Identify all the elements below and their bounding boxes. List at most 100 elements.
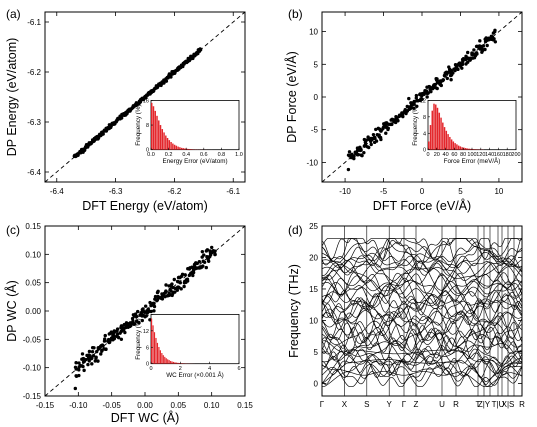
a-data-point (101, 132, 105, 136)
b-data-point (407, 96, 411, 101)
panel-d-y-axis-label: Frequency (THz) (287, 264, 301, 358)
c-x-tick-label: 0.10 (204, 401, 220, 410)
phonon-band-line (321, 281, 523, 308)
d-y-tick-label: 25 (309, 222, 318, 231)
c-inset-bar (164, 356, 166, 364)
c-inset-bar (153, 332, 156, 364)
c-data-point (74, 360, 78, 365)
a-inset-bar (158, 120, 160, 150)
d-x-tick-label: Z (414, 400, 419, 409)
b-data-point (378, 128, 383, 133)
c-data-point (116, 335, 121, 340)
b-data-point (493, 40, 498, 44)
phonon-band-line (321, 249, 523, 276)
panel-c-y-axis-label: DP WC (Å) (4, 280, 19, 342)
c-data-point (73, 386, 78, 391)
b-data-point (426, 91, 430, 95)
c-data-point (204, 265, 208, 270)
b-inset-bar (442, 122, 444, 150)
a-inset-x-tick-label: 1.0 (235, 152, 243, 158)
c-inset-bar (156, 342, 159, 364)
phonon-band-line (321, 310, 523, 346)
c-data-point (201, 264, 205, 268)
b-data-point (460, 57, 465, 62)
b-inset-bar (466, 148, 469, 150)
c-inset-y-tick-label: 0 (146, 362, 149, 368)
c-data-point (87, 359, 91, 363)
phonon-band-line (321, 359, 523, 377)
a-inset-bar (152, 106, 155, 150)
c-data-point (197, 260, 202, 264)
phonon-band-line (321, 292, 523, 314)
panel-a-x-axis-label: DFT Energy (eV/atom) (82, 199, 208, 213)
panel-c-inset-histogram: 0 2 4 6 0 6 12 18 WC Error (×0.001 Å) Frequency (… (135, 312, 241, 379)
c-y-tick-label: 0.10 (25, 250, 41, 259)
b-y-tick-label: 5 (314, 60, 319, 69)
c-x-tick-label: -0.15 (36, 401, 55, 410)
d-x-tick-label: X (342, 400, 348, 409)
b-data-point (460, 66, 464, 70)
a-inset-bar (182, 148, 185, 150)
phonon-band-line (321, 274, 523, 295)
c-inset-y-tick-label: 18 (143, 312, 149, 318)
a-inset-bar (170, 142, 172, 150)
a-x-tick-label: -6.1 (226, 187, 240, 196)
c-y-tick-label: 0.00 (25, 307, 41, 316)
b-inset-bar (428, 141, 430, 150)
panel-a-axes-frame (44, 11, 246, 183)
a-inset-x-tick-label: 0.4 (182, 152, 190, 158)
c-data-point (179, 287, 183, 291)
b-data-point (493, 30, 497, 34)
c-data-point (133, 322, 137, 326)
b-data-point (487, 36, 491, 40)
b-inset-bar (443, 127, 446, 150)
panel-b-y-ticks: -10 -5 0 5 10 (306, 28, 522, 167)
panel-d-y-ticks: 0 5 10 15 20 25 (309, 222, 522, 388)
b-data-point (466, 50, 470, 55)
c-inset-bar (151, 318, 153, 364)
c-y-tick-label: 0.05 (25, 279, 41, 288)
c-data-point (164, 283, 168, 287)
c-inset-y-tick-label: 12 (143, 329, 149, 335)
b-inset-bar (449, 136, 451, 150)
c-y-tick-label: -0.15 (23, 392, 42, 401)
c-data-point (77, 368, 81, 372)
a-x-tick-label: -6.4 (50, 187, 64, 196)
b-inset-bar (463, 147, 465, 150)
b-x-tick-label: -5 (380, 187, 388, 196)
phonon-band-line (321, 340, 523, 365)
b-inset-x-tick-label: 140 (485, 152, 494, 158)
b-data-point (384, 131, 388, 135)
c-inset-bar (177, 362, 179, 364)
b-data-point (347, 150, 352, 154)
c-data-point (210, 245, 214, 250)
phonon-band-line (321, 241, 523, 273)
a-inset-bar (163, 132, 165, 150)
b-data-point (415, 104, 419, 109)
b-inset-bar (459, 146, 462, 150)
b-inset-bar (472, 149, 474, 150)
b-inset-y-tick-label: 4 (423, 131, 426, 137)
b-data-point (364, 138, 368, 143)
panel-d-high-symmetry-lines (321, 226, 523, 396)
c-x-tick-label: 0.05 (171, 401, 187, 410)
phonon-band-line (321, 245, 523, 263)
d-x-tick-label: R (519, 400, 525, 409)
c-data-point (184, 278, 189, 282)
phonon-band-line (321, 238, 523, 260)
b-data-point (386, 127, 390, 132)
c-y-tick-label: -0.10 (23, 364, 42, 373)
d-y-tick-label: 0 (314, 379, 319, 388)
c-data-point (128, 321, 133, 325)
b-inset-x-tick-label: 60 (451, 152, 457, 158)
panel-a-label: (a) (6, 7, 21, 21)
c-data-point (189, 271, 193, 275)
b-inset-bar (431, 110, 433, 150)
phonon-band-line (321, 272, 523, 297)
c-data-point (124, 325, 128, 330)
b-data-point (460, 62, 465, 67)
c-data-point (149, 309, 153, 314)
a-inset-x-tick-label: 0.2 (165, 152, 173, 158)
b-data-point (394, 114, 398, 119)
